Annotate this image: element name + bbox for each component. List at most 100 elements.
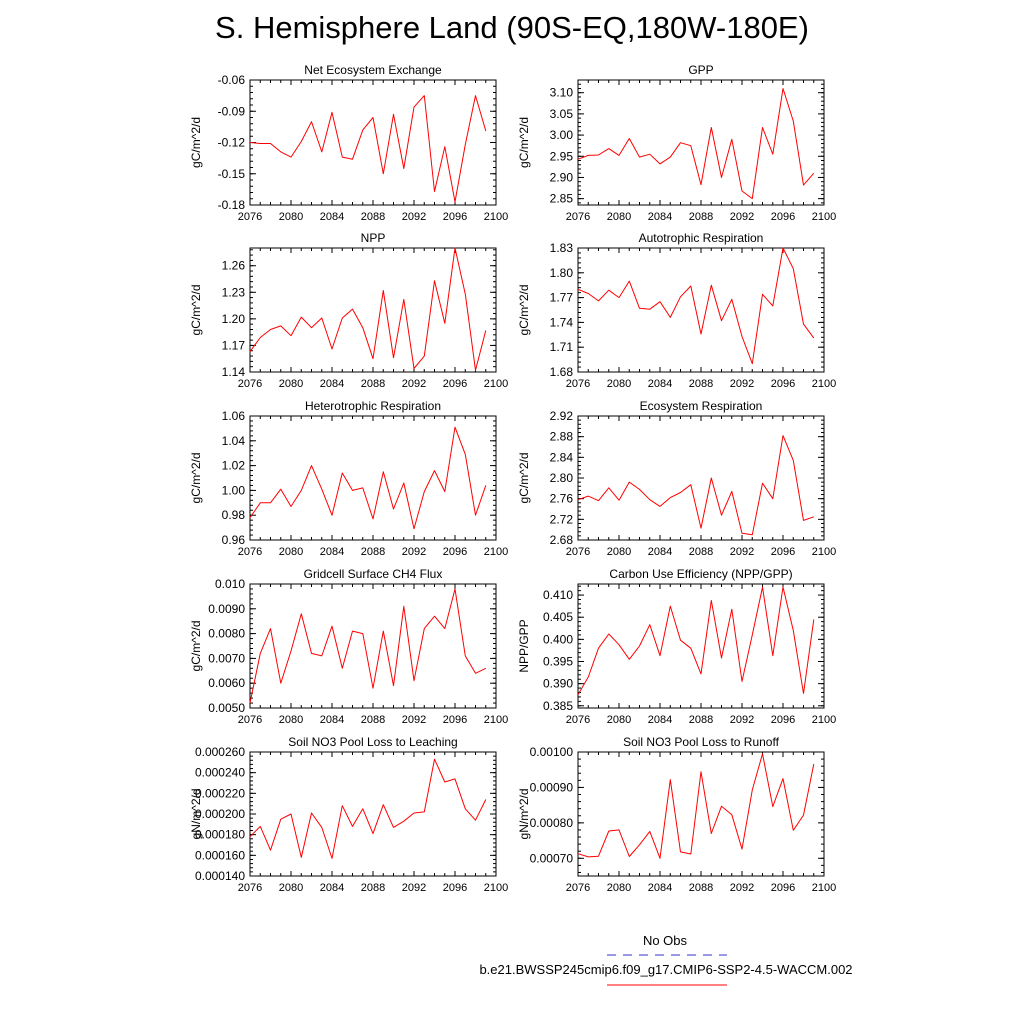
x-tick-label: 2100 [484,546,508,558]
chart-title: Gridcell Surface CH4 Flux [304,567,443,581]
legend-no-obs-label: No Obs [642,933,688,948]
plot-frame [577,247,825,373]
x-tick-label: 2080 [279,211,303,223]
x-tick-label: 2076 [566,546,590,558]
plot-frame [249,583,497,709]
x-tick-label: 2076 [566,882,590,894]
series-line [577,586,815,695]
x-tick-label: 2080 [607,882,631,894]
x-tick-label: 2076 [238,882,262,894]
y-tick-label: 2.80 [550,471,574,485]
y-axis-label: gC/m^2/d [517,285,531,336]
x-tick-label: 2088 [361,546,385,558]
y-tick-label: 1.20 [222,312,246,326]
x-tick-label: 2076 [238,211,262,223]
series-line [577,247,815,365]
y-tick-label: 0.0050 [208,701,245,715]
y-tick-label: 1.02 [222,459,246,473]
x-tick-label: 2100 [812,378,836,390]
series-line [577,753,815,859]
x-tick-label: 2084 [648,211,672,223]
x-tick-label: 2088 [689,714,713,726]
x-tick-label: 2084 [320,211,344,223]
y-tick-label: 0.0090 [208,602,245,616]
y-tick-label: 0.00100 [530,745,574,759]
chart-title: Carbon Use Efficiency (NPP/GPP) [609,567,792,581]
x-tick-label: 2076 [566,378,590,390]
x-tick-label: 2092 [402,378,426,390]
plot-frame [249,415,497,541]
plot-frame [249,79,497,206]
chart-title: Soil NO3 Pool Loss to Leaching [288,735,457,749]
x-tick-label: 2084 [648,714,672,726]
y-tick-label: 0.00090 [530,780,574,794]
page-title: S. Hemisphere Land (90S-EQ,180W-180E) [215,10,809,45]
x-tick-label: 2092 [402,211,426,223]
y-tick-label: 0.000200 [195,807,245,821]
chart-title: GPP [688,63,713,77]
y-tick-label: 0.0070 [208,651,245,665]
plot-frame [577,415,825,541]
y-tick-label: 1.26 [222,259,246,273]
x-tick-label: 2092 [730,882,754,894]
x-tick-label: 2088 [689,211,713,223]
y-tick-label: 2.90 [550,170,574,184]
y-tick-label: 1.71 [550,340,574,354]
x-tick-label: 2100 [484,211,508,223]
x-tick-label: 2096 [443,546,467,558]
plot-frame [249,751,497,877]
y-tick-label: 3.10 [550,86,574,100]
x-tick-label: 2080 [279,714,303,726]
x-tick-label: 2092 [402,882,426,894]
x-tick-label: 2080 [279,378,303,390]
y-tick-label: 1.68 [550,365,574,379]
y-tick-label: 0.000240 [195,766,245,780]
x-tick-label: 2084 [648,882,672,894]
x-tick-label: 2100 [812,882,836,894]
y-tick-label: -0.09 [218,104,246,118]
y-tick-label: 0.395 [543,655,573,669]
y-tick-label: 0.0060 [208,676,245,690]
y-tick-label: -0.12 [218,136,246,150]
x-tick-label: 2100 [484,882,508,894]
x-tick-label: 2088 [689,546,713,558]
legend-run-label: b.e21.BWSSP245cmip6.f09_g17.CMIP6-SSP2-4… [479,962,853,977]
x-tick-label: 2096 [771,546,795,558]
y-tick-label: 0.00080 [530,816,574,830]
y-tick-label: 1.04 [222,434,246,448]
y-axis-label: gC/m^2/d [189,453,203,504]
x-tick-label: 2084 [648,546,672,558]
series-line [249,758,487,859]
x-tick-label: 2084 [320,546,344,558]
x-tick-label: 2076 [238,378,262,390]
x-tick-label: 2076 [238,714,262,726]
chart-title: Net Ecosystem Exchange [304,63,442,77]
y-tick-label: 0.000220 [195,786,245,800]
chart-panel: 2076 2080 2084 2088 2092 2096 2100 -0.18 -0.15 -0… [189,63,508,223]
y-tick-label: 0.385 [543,699,573,713]
x-tick-label: 2092 [730,378,754,390]
y-tick-label: 3.05 [550,107,574,121]
x-tick-label: 2080 [607,378,631,390]
x-tick-label: 2088 [361,714,385,726]
y-tick-label: 0.410 [543,588,573,602]
y-tick-label: 2.85 [550,192,574,206]
x-tick-label: 2100 [812,714,836,726]
y-tick-label: 1.14 [222,365,246,379]
y-tick-label: 0.400 [543,632,573,646]
x-tick-label: 2100 [484,378,508,390]
y-tick-label: 3.00 [550,128,574,142]
x-tick-label: 2096 [771,882,795,894]
y-tick-label: 0.98 [222,508,246,522]
chart-panel: 2076 2080 2084 2088 2092 2096 2100 0.0050 0.0060… [189,567,508,726]
x-tick-label: 2084 [648,378,672,390]
y-tick-label: 0.000140 [195,869,245,883]
y-tick-label: 2.92 [550,409,574,423]
x-tick-label: 2092 [402,546,426,558]
series-line [249,247,487,371]
x-tick-label: 2088 [361,882,385,894]
y-tick-label: 2.76 [550,492,574,506]
y-tick-label: -0.18 [218,198,246,212]
y-tick-label: 1.00 [222,483,246,497]
